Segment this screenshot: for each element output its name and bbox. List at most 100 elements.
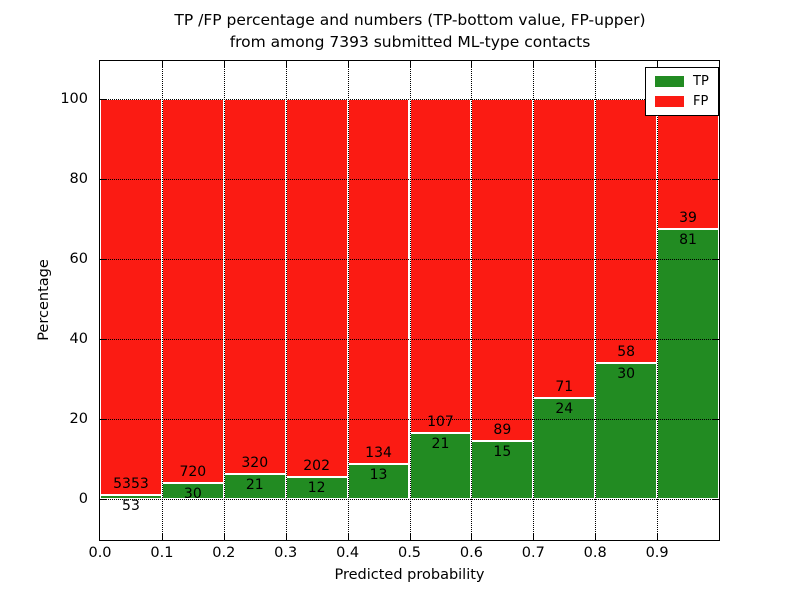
legend-label-fp: FP	[693, 94, 709, 109]
fp-count-label: 720	[179, 464, 207, 480]
gridline-horizontal	[100, 259, 719, 260]
x-axis-label: Predicted probability	[334, 567, 485, 583]
legend-label-tp: TP	[693, 74, 709, 89]
bar-tp-segment	[657, 229, 719, 499]
bar-fp-segment	[100, 99, 162, 496]
fp-count-label: 89	[493, 422, 512, 439]
axis-tick	[347, 61, 349, 67]
plot-area: 5353 53 720 30 320 21 202 12 134 13 107 21 89 15 71 24 5…	[99, 60, 720, 541]
tp-count-label: 21	[245, 477, 264, 494]
bar-fp-segment	[223, 99, 286, 475]
tp-count-label: 15	[493, 444, 512, 461]
axis-tick	[713, 419, 719, 420]
axis-tick	[657, 61, 659, 67]
gridline-vertical	[223, 61, 225, 540]
gridline-horizontal	[100, 99, 719, 100]
axis-tick	[713, 259, 719, 260]
y-tick-label: 20	[69, 411, 88, 427]
y-tick-label: 100	[60, 91, 88, 107]
fp-count-label: 107	[427, 414, 454, 431]
chart-title-line1: TP /FP percentage and numbers (TP-bottom…	[174, 11, 646, 29]
axis-tick	[100, 99, 106, 100]
gridline-horizontal	[100, 179, 719, 180]
bar-fp-segment	[657, 99, 719, 229]
y-tick-label: 60	[69, 251, 88, 267]
tp-color-swatch	[655, 76, 684, 87]
gridline-vertical	[409, 61, 411, 540]
bar-fp-segment	[285, 99, 348, 477]
gridline-vertical	[347, 61, 349, 540]
bar-fp-segment	[595, 99, 658, 363]
gridline-vertical	[595, 61, 597, 540]
axis-tick	[100, 259, 106, 260]
bar-tp-segment	[100, 495, 162, 499]
plot-canvas: 5353 53 720 30 320 21 202 12 134 13 107 21 89 15 71 24 5…	[100, 61, 719, 540]
tp-count-label: 30	[617, 365, 636, 382]
bar-fp-segment	[161, 99, 224, 483]
legend-item-tp: TP	[655, 75, 709, 88]
bar-fp-segment	[347, 99, 410, 464]
axis-tick	[595, 534, 597, 540]
fp-color-swatch	[655, 96, 684, 107]
axis-tick	[471, 534, 473, 540]
y-tick-label: 80	[69, 171, 88, 187]
bar-tp-segment	[595, 362, 658, 499]
gridline-horizontal	[100, 339, 719, 340]
bar-fp-segment	[409, 99, 472, 434]
axis-tick	[100, 179, 106, 180]
legend-item-fp: FP	[655, 95, 709, 108]
fp-count-label: 39	[679, 210, 697, 226]
fp-count-label: 320	[241, 455, 269, 472]
tp-count-label: 30	[183, 486, 202, 502]
x-tick-label: 0.4	[336, 545, 360, 561]
tp-count-label: 24	[555, 400, 574, 417]
y-tick-label: 40	[69, 331, 88, 347]
x-tick-label: 0.2	[212, 545, 236, 561]
x-tick-label: 0.8	[583, 545, 607, 561]
tp-count-label: 13	[369, 466, 388, 483]
y-tick-label: 0	[78, 491, 88, 507]
gridline-vertical	[471, 61, 473, 540]
x-tick-label: 0.9	[645, 545, 669, 561]
axis-tick	[100, 419, 106, 420]
bar-tp-segment	[223, 474, 286, 499]
axis-tick	[223, 61, 225, 67]
tp-count-label: 12	[307, 479, 326, 496]
gridline-vertical	[285, 61, 287, 540]
axis-tick	[100, 499, 106, 500]
gridline-horizontal	[100, 419, 719, 420]
bar-fp-segment	[533, 99, 596, 398]
x-tick-label: 0.3	[274, 545, 298, 561]
axis-tick	[409, 61, 411, 67]
tp-count-label: 21	[431, 436, 450, 453]
axis-tick	[533, 534, 535, 540]
fp-count-label: 134	[365, 444, 392, 461]
axis-tick	[223, 534, 225, 540]
chart-title: TP /FP percentage and numbers (TP-bottom…	[90, 9, 730, 53]
gridline-vertical	[657, 61, 659, 540]
axis-tick	[533, 61, 535, 67]
axis-tick	[100, 339, 106, 340]
axis-tick	[161, 534, 163, 540]
bar-tp-segment	[409, 433, 472, 499]
x-tick-label: 0.7	[521, 545, 545, 561]
fp-count-label: 71	[555, 378, 574, 395]
x-tick-label: 0.1	[150, 545, 174, 561]
axis-tick	[657, 534, 659, 540]
axis-tick	[409, 534, 411, 540]
x-tick-label: 0.0	[88, 545, 112, 561]
y-axis-label: Percentage	[36, 259, 52, 341]
gridline-vertical	[161, 61, 163, 540]
axis-tick	[595, 61, 597, 67]
tp-count-label: 81	[679, 232, 697, 248]
axis-tick	[713, 339, 719, 340]
axis-tick	[161, 61, 163, 67]
axis-tick	[713, 179, 719, 180]
fp-count-label: 202	[303, 457, 330, 474]
fp-count-label: 5353	[113, 476, 149, 493]
legend: TP FP	[645, 67, 719, 116]
x-tick-label: 0.6	[459, 545, 483, 561]
tp-count-label: 53	[122, 498, 140, 515]
gridline-vertical	[533, 61, 535, 540]
